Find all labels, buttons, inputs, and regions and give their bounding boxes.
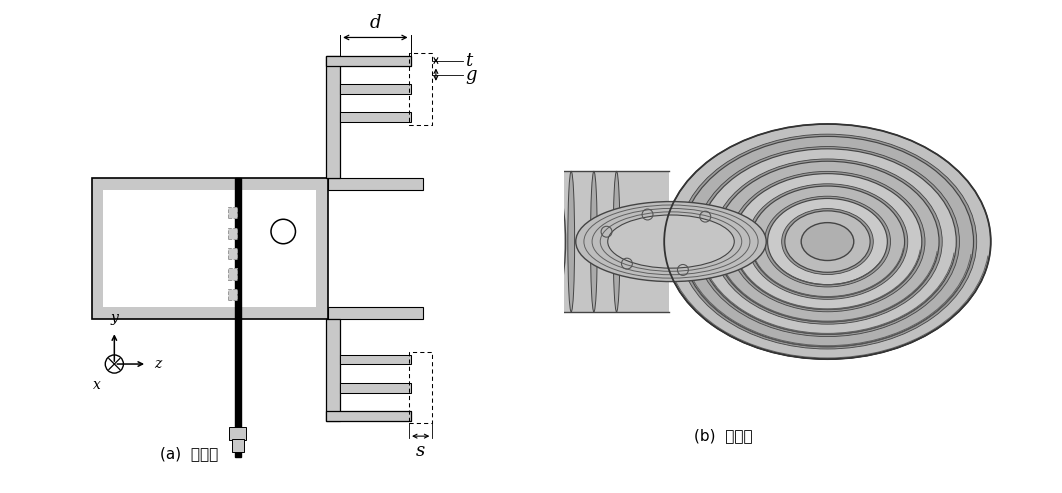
FancyBboxPatch shape xyxy=(326,56,340,178)
FancyBboxPatch shape xyxy=(327,307,423,318)
Ellipse shape xyxy=(765,196,891,287)
Ellipse shape xyxy=(782,209,873,275)
FancyBboxPatch shape xyxy=(327,178,423,190)
FancyBboxPatch shape xyxy=(340,84,411,94)
FancyBboxPatch shape xyxy=(340,383,411,392)
Text: (b)  입체도: (b) 입체도 xyxy=(693,428,753,443)
Ellipse shape xyxy=(568,171,575,312)
Text: (a)  단면도: (a) 단면도 xyxy=(160,447,219,461)
Ellipse shape xyxy=(733,174,922,310)
Ellipse shape xyxy=(679,134,977,349)
Text: g: g xyxy=(465,66,477,84)
Ellipse shape xyxy=(785,211,870,272)
FancyBboxPatch shape xyxy=(228,268,237,280)
FancyBboxPatch shape xyxy=(326,318,340,421)
Ellipse shape xyxy=(768,199,888,284)
FancyBboxPatch shape xyxy=(340,411,411,421)
Ellipse shape xyxy=(733,174,922,310)
Polygon shape xyxy=(546,171,669,312)
Ellipse shape xyxy=(613,171,620,312)
FancyBboxPatch shape xyxy=(228,289,237,300)
Ellipse shape xyxy=(730,172,925,312)
Ellipse shape xyxy=(607,215,734,268)
FancyBboxPatch shape xyxy=(228,207,237,218)
Ellipse shape xyxy=(590,171,597,312)
FancyBboxPatch shape xyxy=(228,248,237,259)
Text: t: t xyxy=(465,52,473,70)
Ellipse shape xyxy=(664,124,991,359)
Ellipse shape xyxy=(713,159,942,324)
Text: z: z xyxy=(154,357,161,371)
Ellipse shape xyxy=(576,202,767,282)
FancyBboxPatch shape xyxy=(232,439,244,453)
Ellipse shape xyxy=(751,186,905,297)
Ellipse shape xyxy=(748,184,908,299)
FancyBboxPatch shape xyxy=(340,354,411,364)
FancyBboxPatch shape xyxy=(326,411,411,421)
FancyBboxPatch shape xyxy=(229,427,246,440)
FancyBboxPatch shape xyxy=(235,178,241,457)
Ellipse shape xyxy=(682,137,974,347)
Ellipse shape xyxy=(682,137,974,347)
FancyBboxPatch shape xyxy=(340,56,411,66)
FancyBboxPatch shape xyxy=(340,112,411,122)
Ellipse shape xyxy=(801,223,854,260)
FancyBboxPatch shape xyxy=(91,178,327,318)
Ellipse shape xyxy=(785,211,870,272)
FancyBboxPatch shape xyxy=(228,227,237,239)
FancyBboxPatch shape xyxy=(103,190,315,307)
Ellipse shape xyxy=(768,199,888,284)
Text: x: x xyxy=(92,378,101,391)
Ellipse shape xyxy=(751,186,905,297)
Ellipse shape xyxy=(716,161,939,322)
FancyBboxPatch shape xyxy=(326,56,411,66)
Text: s: s xyxy=(416,442,426,459)
Ellipse shape xyxy=(527,171,566,312)
Ellipse shape xyxy=(699,149,956,334)
Text: d: d xyxy=(370,14,381,32)
Ellipse shape xyxy=(716,161,939,322)
Ellipse shape xyxy=(696,146,959,337)
Ellipse shape xyxy=(699,149,956,334)
Text: y: y xyxy=(110,311,118,324)
